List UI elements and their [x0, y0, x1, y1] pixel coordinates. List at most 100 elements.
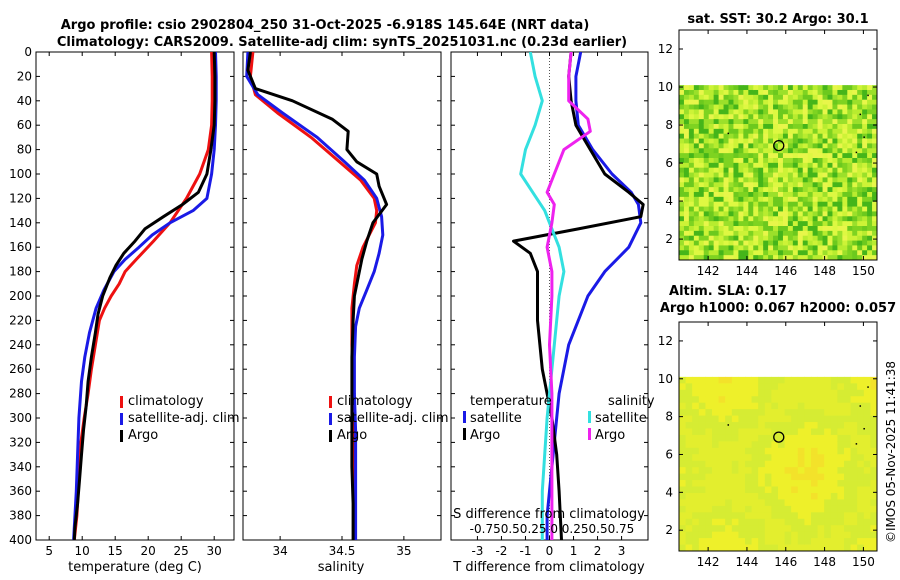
map-cell [837, 480, 845, 487]
map-cell [713, 162, 719, 169]
map-cell [867, 109, 873, 115]
map-cell [850, 447, 858, 455]
map-cell [870, 454, 878, 462]
map-cell [698, 85, 705, 91]
map-cell [693, 138, 700, 144]
map-cell [852, 177, 858, 183]
map-cell [725, 531, 733, 539]
map-cell [743, 250, 749, 256]
map-cell [713, 99, 719, 105]
map-cell [745, 428, 752, 436]
map-cell [857, 133, 863, 139]
map-cell [698, 389, 706, 397]
map-cell [748, 240, 754, 246]
map-cell [867, 157, 873, 164]
map-cell [728, 221, 734, 227]
map-cell [872, 191, 878, 198]
map-cell [773, 230, 779, 237]
temperature-axes-box [35, 51, 235, 541]
depth-tick-label: 40 [17, 94, 32, 108]
map-cell [847, 153, 853, 159]
map-cell [773, 226, 779, 232]
map-cell [872, 114, 878, 120]
map-cell [857, 422, 865, 429]
map-cell [683, 104, 690, 110]
map-cell [797, 196, 804, 203]
map-cell [791, 422, 799, 429]
map-cell [802, 94, 809, 101]
map-cell [713, 250, 719, 256]
map-cell [725, 467, 733, 475]
depth-tick-label: 160 [9, 240, 32, 254]
map-cell [748, 143, 754, 149]
map-cell [778, 187, 784, 193]
map-cell [802, 196, 809, 203]
map-cell [751, 544, 759, 552]
map-cell [758, 128, 764, 135]
map-cell [857, 104, 863, 110]
map-cell [867, 138, 873, 144]
map-cell [698, 499, 706, 507]
map-cell [708, 216, 715, 222]
depth-tick-label: 240 [9, 338, 32, 352]
map-cell [763, 128, 769, 135]
map-cell [718, 94, 724, 101]
map-cell [812, 99, 818, 105]
map-cell [685, 480, 693, 487]
map-cell [763, 89, 769, 96]
map-cell [718, 221, 724, 227]
argo-position-marker [773, 431, 785, 443]
map-cell [784, 389, 792, 397]
legend-label-satellite: satellite-adj. clim [128, 411, 240, 426]
map-cell [812, 94, 818, 101]
map-cell [844, 480, 851, 487]
map-cell [857, 531, 865, 539]
argo-position-marker [773, 139, 785, 152]
map-cell [811, 454, 818, 462]
map-cell [847, 221, 853, 227]
map-cell [811, 441, 818, 449]
map-cell [797, 94, 804, 101]
map-cell [842, 191, 848, 198]
map-cell [830, 505, 838, 513]
map-cell [733, 182, 739, 188]
map-cell [758, 153, 764, 159]
map-cell [852, 182, 858, 188]
x-tick-label: 34 [272, 544, 287, 558]
map-cell [738, 486, 746, 494]
map-cell [804, 486, 812, 494]
map-cell [712, 441, 719, 449]
map-cell [812, 114, 818, 120]
map-cell [857, 109, 863, 115]
map-cell [743, 245, 749, 251]
map-cell [824, 441, 832, 449]
map-cell [791, 402, 799, 410]
map-cell [862, 221, 868, 227]
map-cell [791, 486, 799, 494]
map-cell [758, 162, 764, 169]
map-cell [733, 138, 739, 144]
map-cell [791, 396, 799, 404]
map-cell [842, 104, 848, 110]
map-cell [797, 441, 805, 449]
map-cell [683, 114, 690, 120]
map-cell [847, 85, 853, 91]
map-cell [703, 133, 710, 139]
map-cell [703, 187, 710, 193]
map-cell [705, 512, 713, 520]
map-cell [731, 538, 739, 545]
map-cell [824, 480, 832, 487]
map-cell [748, 216, 754, 222]
map-cell [698, 434, 706, 442]
x-tick-label: 20 [141, 544, 156, 558]
map-cell [817, 104, 823, 110]
legend-swatch-argo [120, 430, 123, 442]
map-cell [844, 396, 851, 404]
map-cell [782, 104, 789, 110]
map-cell [763, 85, 769, 91]
map-cell [787, 206, 794, 212]
map-cell [723, 206, 729, 212]
map-cell [725, 518, 733, 526]
map-cell [685, 409, 693, 416]
map-cell [817, 409, 825, 416]
